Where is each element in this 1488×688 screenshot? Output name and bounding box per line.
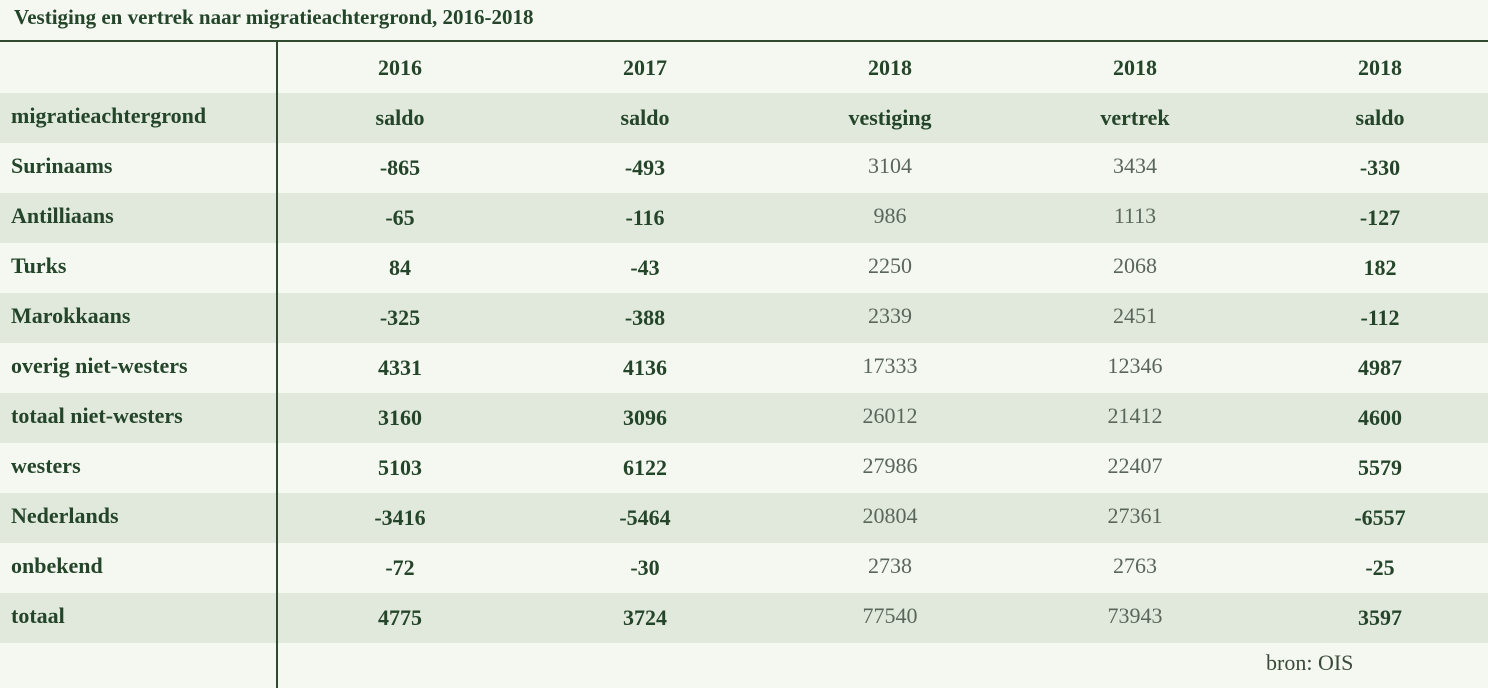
table-cell: -5464 (619, 505, 671, 530)
table-cell: 3160 (378, 405, 422, 430)
table-cell: 27986 (862, 453, 918, 478)
table-cell: 5579 (1358, 455, 1402, 480)
column-measure-header: vestiging (848, 105, 932, 130)
table-cell: 2339 (868, 303, 912, 328)
table-cell: -493 (624, 155, 666, 180)
row-label: Marokkaans (11, 303, 131, 328)
table-cell: 73943 (1107, 603, 1163, 628)
table-cell: -30 (630, 555, 660, 580)
row-header-label: migratieachtergrond (11, 103, 207, 128)
table-cell: 27361 (1107, 503, 1163, 528)
row-label: Nederlands (11, 503, 119, 528)
table-cell: 77540 (862, 603, 918, 628)
table-cell: 986 (873, 203, 907, 228)
header-stripe (0, 93, 1488, 143)
table-cell: 22407 (1107, 453, 1163, 478)
table-cell: 2451 (1113, 303, 1157, 328)
row-label: Surinaams (11, 153, 113, 178)
table-cell: -72 (385, 555, 415, 580)
column-measure-header: saldo (375, 105, 425, 130)
table-cell: 5103 (378, 455, 422, 480)
table-cell: 2738 (868, 553, 912, 578)
table-cell: 26012 (862, 403, 918, 428)
column-measure-header: saldo (1355, 105, 1405, 130)
row-label: totaal (11, 603, 65, 628)
table-cell: 84 (389, 255, 411, 280)
source-note: bron: OIS (1266, 650, 1354, 675)
row-stripe (0, 593, 1488, 643)
table-cell: 3096 (623, 405, 667, 430)
table-cell: -325 (379, 305, 421, 330)
column-year-header: 2016 (378, 55, 422, 80)
table-cell: -127 (1359, 205, 1401, 230)
column-divider (276, 41, 278, 688)
table-cell: 4136 (623, 355, 667, 380)
table-cell: -43 (630, 255, 660, 280)
table-cell: 17333 (862, 353, 918, 378)
row-label: Antilliaans (11, 203, 114, 228)
table-cell: -116 (625, 205, 665, 230)
row-label: overig niet-westers (11, 353, 188, 378)
row-label: Turks (11, 253, 67, 278)
column-year-header: 2018 (868, 55, 912, 80)
table-cell: 1113 (1113, 203, 1157, 228)
table-cell: 4600 (1358, 405, 1402, 430)
column-measure-header: vertrek (1100, 105, 1170, 130)
column-measure-header: saldo (620, 105, 670, 130)
table-cell: 2250 (868, 253, 912, 278)
row-stripe (0, 393, 1488, 443)
table-cell: 2068 (1113, 253, 1157, 278)
table-cell: 12346 (1107, 353, 1163, 378)
top-rule (0, 40, 1488, 42)
table-cell: -330 (1359, 155, 1401, 180)
table-cell: 20804 (862, 503, 918, 528)
table-cell: -6557 (1354, 505, 1406, 530)
column-year-header: 2018 (1358, 55, 1402, 80)
table-cell: 2763 (1113, 553, 1157, 578)
table-cell: 4987 (1358, 355, 1402, 380)
row-stripe (0, 193, 1488, 243)
table-title: Vestiging en vertrek naar migratieachter… (14, 5, 534, 29)
table-cell: -865 (379, 155, 421, 180)
table-cell: 3434 (1113, 153, 1157, 178)
row-label: onbekend (11, 553, 103, 578)
row-label: totaal niet-westers (11, 403, 183, 428)
row-stripe (0, 493, 1488, 543)
table-cell: -3416 (374, 505, 426, 530)
table-cell: -112 (1360, 305, 1400, 330)
row-stripe (0, 293, 1488, 343)
table-cell: 3724 (623, 605, 667, 630)
table-cell: -65 (385, 205, 415, 230)
table-cell: -25 (1365, 555, 1395, 580)
table-cell: 21412 (1107, 403, 1163, 428)
column-year-header: 2017 (623, 55, 667, 80)
table-cell: 6122 (623, 455, 667, 480)
table-cell: -388 (624, 305, 666, 330)
table-cell: 4331 (378, 355, 422, 380)
column-year-header: 2018 (1113, 55, 1157, 80)
table-cell: 3104 (868, 153, 912, 178)
row-label: westers (11, 453, 81, 478)
table-cell: 182 (1363, 255, 1397, 280)
table-cell: 3597 (1358, 605, 1402, 630)
table-cell: 4775 (378, 605, 422, 630)
